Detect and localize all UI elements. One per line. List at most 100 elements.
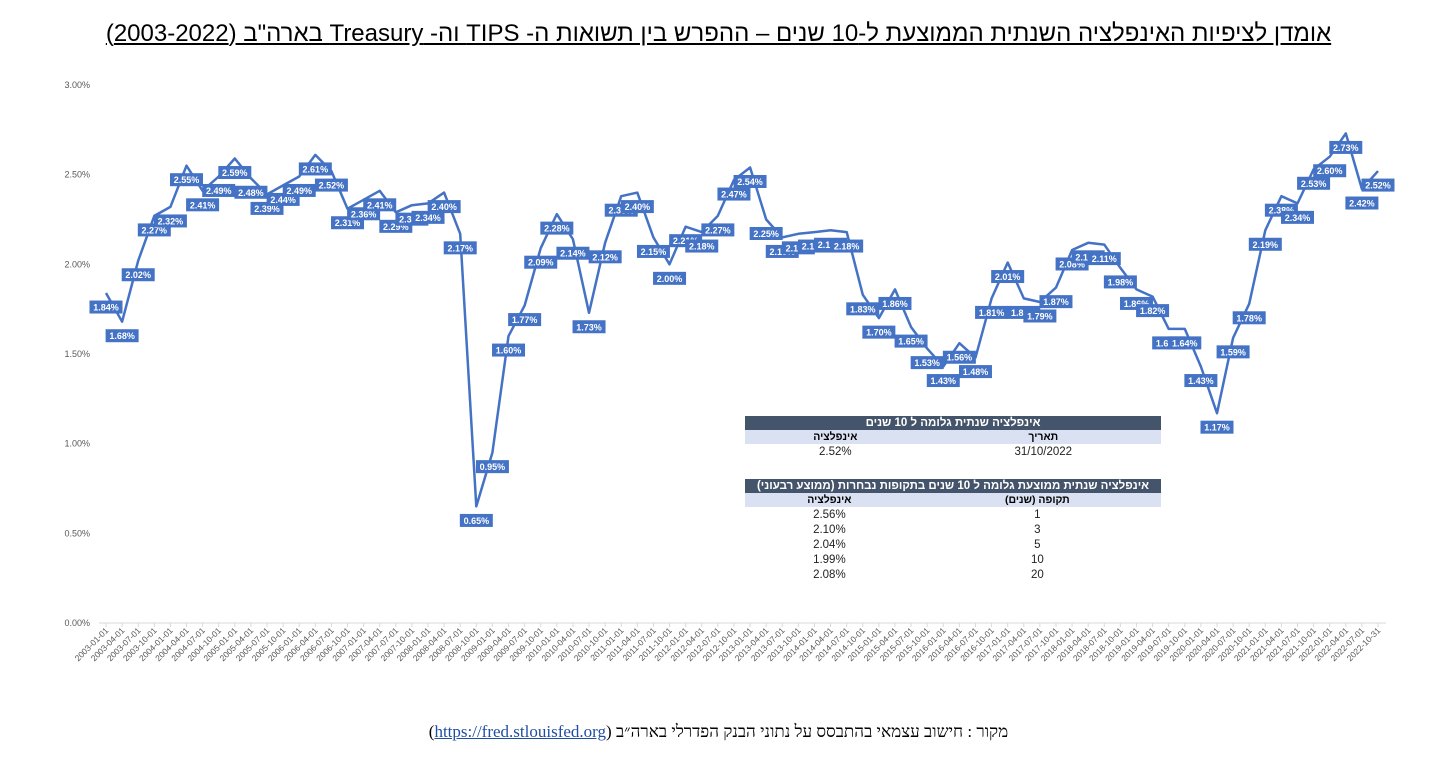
source-link[interactable]: https://fred.stlouisfed.org: [434, 722, 607, 741]
data-label: 2.32%: [153, 214, 187, 228]
data-label-box: [411, 210, 445, 224]
data-label-text: 0.65%: [464, 516, 490, 526]
data-label-text: 2.73%: [1333, 143, 1359, 153]
data-label-box: [1280, 210, 1314, 224]
data-label-text: 2.12%: [592, 252, 618, 262]
data-label-box: [926, 374, 960, 388]
current-table-date: 31/10/2022: [1014, 445, 1073, 458]
data-label: 2.19%: [1248, 237, 1282, 251]
data-label: 2.00%: [653, 271, 687, 285]
data-label-box: [685, 239, 719, 253]
data-label-text: 2.17%: [447, 243, 473, 253]
data-label-box: [975, 305, 1009, 319]
data-label-text: 1.17%: [1204, 423, 1230, 433]
data-label: 2.34%: [411, 210, 445, 224]
y-tick-label: 1.50%: [64, 349, 90, 359]
average-table-period: 20: [1030, 568, 1044, 581]
data-label-box: [942, 350, 976, 364]
data-label-box: [1039, 295, 1073, 309]
data-label-box: [1361, 178, 1395, 192]
data-label: 2.53%: [1297, 176, 1331, 190]
data-label-box: [1313, 164, 1347, 178]
data-label: 2.01%: [991, 270, 1025, 284]
data-label: 2.52%: [314, 178, 348, 192]
data-label-text: 2.49%: [206, 186, 232, 196]
table-row: 20 2.08%: [745, 567, 1161, 582]
data-label-text: 1.77%: [512, 315, 538, 325]
data-label-box: [202, 183, 236, 197]
data-label-text: 2.28%: [544, 224, 570, 234]
data-label-box: [459, 513, 493, 527]
data-label-text: 2.34%: [1285, 213, 1311, 223]
data-label-text: 2.32%: [158, 216, 184, 226]
data-label-box: [1248, 237, 1282, 251]
data-label-text: 2.27%: [142, 225, 168, 235]
data-label: 2.40%: [427, 200, 461, 214]
source-note: מקור : חישוב עצמאי בהתבסס על נתוני הבנק …: [0, 722, 1437, 742]
data-label-box: [620, 200, 654, 214]
data-label-text: 2.59%: [222, 168, 248, 178]
data-label-text: 1.60%: [496, 346, 522, 356]
data-label: 1.65%: [894, 334, 928, 348]
average-inflation-table: אינפלציה שנתית ממוצעת גלומה ל 10 שנים בת…: [745, 479, 1161, 582]
data-label: 1.60%: [492, 343, 526, 357]
data-label-text: 1.87%: [1043, 297, 1069, 307]
data-label-text: 2.52%: [1365, 181, 1391, 191]
data-label-text: 1.53%: [914, 358, 940, 368]
data-label-text: 2.41%: [367, 200, 393, 210]
current-table-inflation-header: אינפלציה: [745, 430, 926, 444]
y-tick-label: 1.00%: [64, 439, 90, 449]
data-label-box: [234, 185, 268, 199]
data-label-text: 1.59%: [1220, 347, 1246, 357]
data-label-box: [427, 200, 461, 214]
table-row: 1 2.56%: [745, 507, 1161, 522]
data-label: 1.82%: [1136, 304, 1170, 318]
data-label: 1.87%: [1039, 295, 1073, 309]
data-label: 2.11%: [1087, 252, 1121, 266]
average-table-value: 1.99%: [813, 553, 846, 566]
data-label-text: 2.18%: [689, 242, 715, 252]
data-label-text: 2.31%: [335, 218, 361, 228]
data-label-box: [862, 325, 896, 339]
data-label-box: [186, 198, 220, 212]
data-label-box: [958, 365, 992, 379]
data-label: 2.61%: [298, 162, 332, 176]
data-label: 1.53%: [910, 356, 944, 370]
current-table-value: 2.52%: [819, 445, 852, 458]
data-label-text: 2.15%: [641, 247, 667, 257]
data-label-text: 1.48%: [963, 367, 989, 377]
data-label: 1.79%: [1023, 309, 1057, 323]
data-label: 1.83%: [846, 302, 880, 316]
data-label-box: [717, 187, 751, 201]
average-table-value: 2.04%: [813, 538, 846, 551]
data-label-text: 2.53%: [1301, 179, 1327, 189]
average-table-value: 2.56%: [813, 508, 846, 521]
average-table-period: 10: [1030, 553, 1044, 566]
data-label-text: 1.64%: [1172, 338, 1198, 348]
data-label: 2.48%: [234, 185, 268, 199]
data-label-text: 2.61%: [303, 164, 329, 174]
data-label: 2.18%: [685, 239, 719, 253]
data-label-text: 1.43%: [931, 376, 957, 386]
data-label-box: [636, 244, 670, 258]
data-label: 2.49%: [282, 183, 316, 197]
data-label-text: 2.01%: [995, 272, 1021, 282]
data-label-box: [830, 239, 864, 253]
page-title: אומדן לציפיות האינפלציה השנתית הממוצעת ל…: [105, 20, 1332, 47]
data-label: 2.60%: [1313, 164, 1347, 178]
data-label: 1.17%: [1200, 420, 1234, 434]
data-label-text: 1.65%: [898, 337, 924, 347]
data-label-text: 1.43%: [1188, 376, 1214, 386]
data-label-box: [105, 329, 139, 343]
data-label: 2.54%: [733, 174, 767, 188]
data-label: 2.25%: [749, 227, 783, 240]
data-label-box: [556, 246, 590, 260]
data-label-text: 2.29%: [383, 222, 409, 232]
current-table-date-header: תאריך: [925, 430, 1161, 444]
data-label-box: [121, 268, 155, 282]
data-label: 2.18%: [830, 239, 864, 253]
data-label: 2.42%: [1345, 196, 1379, 210]
source-text: מקור : חישוב עצמאי בהתבסס על נתוני הבנק …: [615, 722, 1009, 741]
average-table-period: 3: [1034, 523, 1041, 536]
